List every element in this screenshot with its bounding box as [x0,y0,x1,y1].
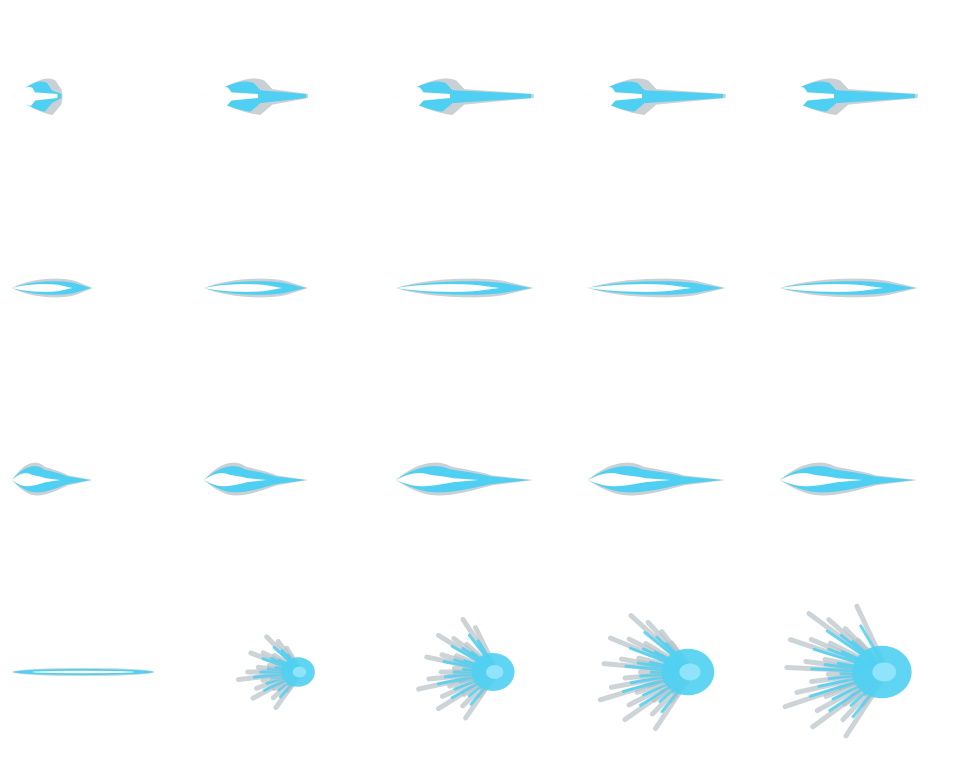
flame-burst-row-frame-1 [0,0,192,192]
blue-glow [396,81,532,112]
white-core [204,86,258,106]
line-sprite [12,668,155,676]
wavy-sprite [12,462,93,496]
bright-core [679,663,701,681]
slim-sprite [204,278,309,298]
slim-beam-row-frame-4 [576,192,768,384]
bright-core [486,665,504,679]
impact-row-frame-2 [192,576,384,768]
slim-beam-row-frame-3 [384,192,576,384]
flare-sprite [780,78,918,115]
white-core [12,473,61,487]
white-core [588,86,642,106]
white-core [204,473,267,487]
flame-burst-row-frame-4 [576,0,768,192]
splash-sprite [235,634,315,711]
flame-burst-row-frame-5 [768,0,960,192]
slim-beam-row-frame-5 [768,192,960,384]
slim-beam-row-frame-2 [192,192,384,384]
slim-beam-row-frame-1 [0,192,192,384]
white-core [12,284,73,292]
white-core [396,284,500,292]
wavy-beam-row-frame-2 [192,384,384,576]
white-core [32,670,135,674]
wavy-sprite [780,462,918,496]
white-core [780,86,834,106]
blue-glow [588,81,724,112]
splash-sprite [416,616,515,721]
slim-sprite [396,278,534,298]
wavy-beam-row-frame-3 [384,384,576,576]
bright-core [872,662,897,682]
impact-row-frame-1 [0,576,192,768]
white-core [780,284,884,292]
white-core [780,473,863,487]
impact-row-frame-5 [768,576,960,768]
wavy-sprite [588,462,726,496]
bright-core [292,666,307,678]
splash-sprite [782,603,912,739]
blue-glow [780,81,916,112]
slim-sprite [12,278,93,298]
flare-sprite [204,78,309,115]
wavy-sprite [396,462,534,496]
flare-sprite [12,78,63,115]
white-core [588,473,671,487]
slim-sprite [588,278,726,298]
white-core [12,86,58,106]
wavy-sprite [204,462,309,496]
splash-sprite [597,613,715,732]
flame-burst-row-frame-2 [192,0,384,192]
flare-sprite [396,78,534,115]
slim-sprite [780,278,918,298]
flare-sprite [588,78,726,115]
white-core [204,284,283,292]
white-core [588,284,692,292]
white-core [396,86,450,106]
wavy-beam-row-frame-5 [768,384,960,576]
flame-burst-row-frame-3 [384,0,576,192]
wavy-beam-row-frame-1 [0,384,192,576]
impact-row-frame-3 [384,576,576,768]
white-core [396,473,479,487]
wavy-beam-row-frame-4 [576,384,768,576]
impact-row-frame-4 [576,576,768,768]
